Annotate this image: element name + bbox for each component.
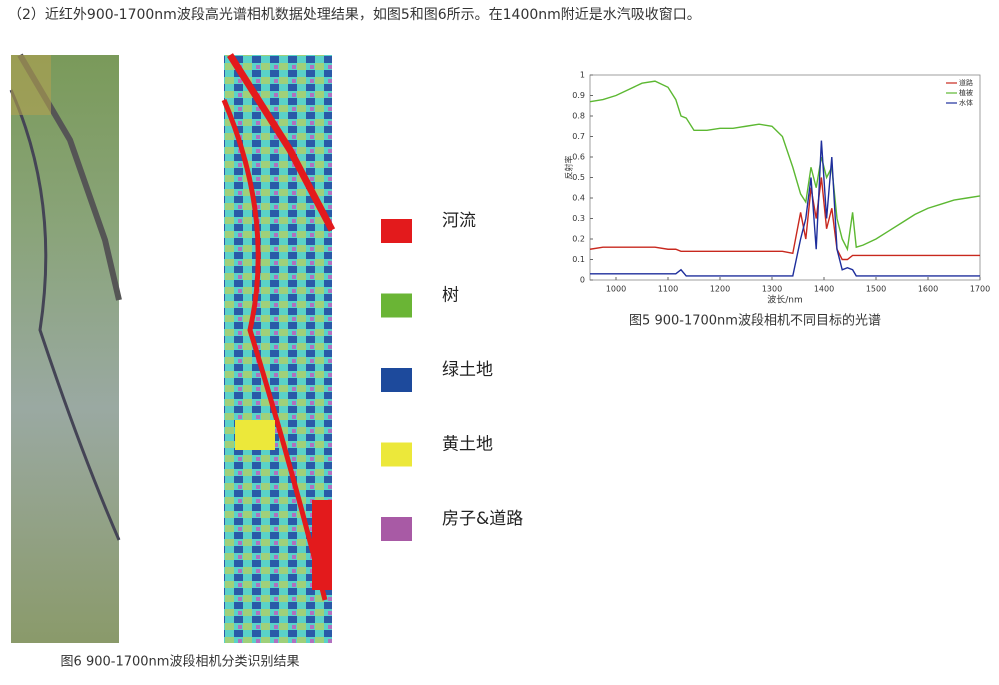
chart-caption: 图5 900-1700nm波段相机不同目标的光谱 xyxy=(629,313,881,329)
y-tick-label: 0.5 xyxy=(572,173,585,182)
series-line xyxy=(589,177,980,261)
legend-swatch xyxy=(381,368,412,392)
x-tick-label: 1200 xyxy=(710,285,730,294)
x-axis-label: 波长/nm xyxy=(767,294,803,306)
plot-frame xyxy=(589,74,981,281)
legend-label: 黄土地 xyxy=(442,435,493,455)
x-tick-label: 1100 xyxy=(658,285,678,294)
y-axis-label: 反射率 xyxy=(564,156,574,180)
y-tick-label: 0.8 xyxy=(572,112,585,121)
road xyxy=(227,53,336,232)
legend-swatch xyxy=(381,293,412,318)
river xyxy=(9,89,121,541)
legend-label: 植被 xyxy=(959,88,973,97)
x-tick-label: 1700 xyxy=(970,285,990,294)
river xyxy=(221,99,328,601)
series-line xyxy=(589,80,981,252)
legend-label: 绿土地 xyxy=(442,360,493,380)
x-tick-label: 1400 xyxy=(814,285,834,294)
legend-swatch xyxy=(381,517,412,541)
series-line xyxy=(590,140,980,277)
legend-label: 树 xyxy=(442,286,459,306)
y-tick-label: 0.1 xyxy=(572,255,585,264)
y-tick-label: 0.4 xyxy=(572,194,585,203)
field xyxy=(312,500,332,590)
field xyxy=(11,55,51,115)
legend-swatch xyxy=(381,219,412,243)
legend-label: 河流 xyxy=(442,211,476,231)
legend-label: 房子&道路 xyxy=(442,509,523,529)
y-tick-label: 0.3 xyxy=(572,214,585,223)
image-area xyxy=(11,55,119,643)
legend-label: 水体 xyxy=(959,98,973,107)
raw-image xyxy=(9,53,122,643)
y-tick-label: 0.7 xyxy=(572,132,585,141)
x-tick-label: 1300 xyxy=(762,285,782,294)
y-tick-label: 1 xyxy=(580,71,585,80)
class-image xyxy=(221,53,336,643)
legend-swatch xyxy=(381,442,412,467)
x-tick-label: 1500 xyxy=(866,285,886,294)
x-tick-label: 1000 xyxy=(606,285,626,294)
y-tick-label: 0.6 xyxy=(572,153,585,162)
y-tick-label: 0.2 xyxy=(572,235,585,244)
legend-label: 道路 xyxy=(959,78,973,87)
figure-caption: 图6 900-1700nm波段相机分类识别结果 xyxy=(61,655,300,670)
x-tick-label: 1600 xyxy=(918,285,938,294)
chart: 0 0.1 0.2 0.3 0.4 0.5 0.6 0.7 0.8 0.9 1 1000 1100 120… xyxy=(564,71,991,329)
field xyxy=(235,420,275,450)
header-text: （2）近红外900-1700nm波段高光谱相机数据处理结果，如图5和图6所示。在… xyxy=(8,6,701,23)
y-tick-label: 0 xyxy=(580,276,585,285)
y-tick-label: 0.9 xyxy=(572,91,585,100)
